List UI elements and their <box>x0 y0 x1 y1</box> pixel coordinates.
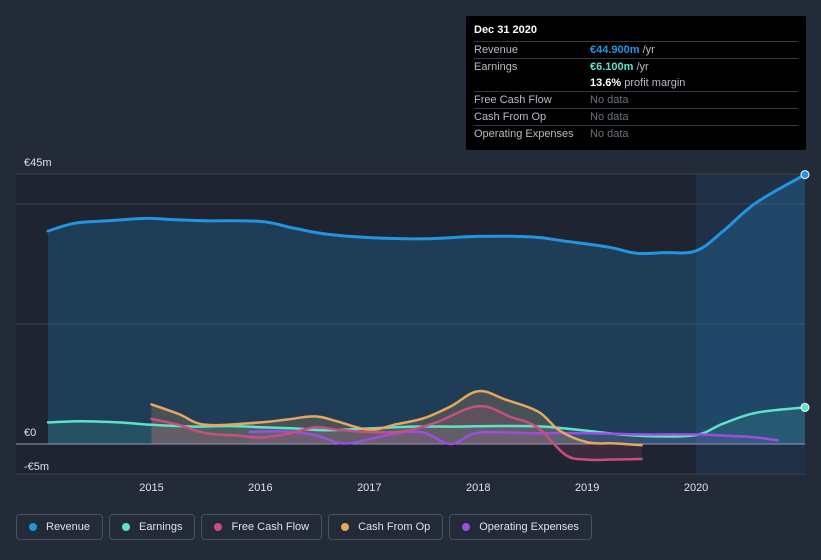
cfo-line <box>150 389 643 447</box>
tooltip-earnings-label: Earnings <box>474 61 518 73</box>
y-tick-label: €45m <box>24 157 52 169</box>
revenue-area <box>48 174 805 444</box>
tooltip-revenue-unit: /yr <box>642 44 655 56</box>
tooltip-earnings-unit: /yr <box>636 61 649 73</box>
tooltip-row-fcf: Free Cash Flow No data <box>474 91 798 108</box>
chart-canvas: €45m €0 -€5m 2015 2016 2017 2018 2019 2020 <box>16 157 810 494</box>
legend-revenue-label: Revenue <box>46 521 91 533</box>
x-tick-label: 2016 <box>248 482 272 494</box>
tooltip-cfo-label: Cash From Op <box>474 111 547 123</box>
tooltip-cfo-value: No data <box>590 111 629 123</box>
gridlines <box>16 173 805 475</box>
tooltip-fcf-label: Free Cash Flow <box>474 94 552 106</box>
x-tick-label: 2015 <box>139 482 163 494</box>
earnings-end-marker <box>800 402 810 412</box>
legend-cfo[interactable]: Cash From Op <box>328 514 444 540</box>
tooltip-opex-value: No data <box>590 128 629 140</box>
revenue-end-marker <box>800 170 810 180</box>
tooltip-row-cfo: Cash From Op No data <box>474 108 798 125</box>
tooltip-earnings-value: €6.100m <box>590 61 634 73</box>
revenue-dot-icon <box>29 523 37 531</box>
end-markers <box>800 170 810 412</box>
tooltip-revenue-label: Revenue <box>474 44 519 56</box>
tooltip: Dec 31 2020 Revenue €44.900m /yr Earning… <box>466 16 806 150</box>
y-tick-label: -€5m <box>24 461 49 473</box>
legend-cfo-label: Cash From Op <box>358 521 431 533</box>
revenue-line <box>46 173 807 256</box>
tooltip-fcf-value: No data <box>590 94 629 106</box>
legend-opex-label: Operating Expenses <box>479 521 579 533</box>
tooltip-row-earnings: Earnings €6.100m /yr <box>474 58 798 75</box>
tooltip-row-margin: 13.6% profit margin <box>474 75 798 91</box>
fcf-dot-icon <box>214 523 223 531</box>
tooltip-margin-text: profit margin <box>624 77 686 89</box>
tooltip-margin-value: 13.6% <box>590 77 622 89</box>
x-tick-label: 2018 <box>466 482 490 494</box>
legend-earnings-label: Earnings <box>139 521 183 533</box>
legend: Revenue Earnings Free Cash Flow Cash Fro… <box>16 514 592 540</box>
series-lines <box>46 173 807 462</box>
earnings-dot-icon <box>122 523 131 531</box>
legend-fcf[interactable]: Free Cash Flow <box>201 514 323 540</box>
tooltip-row-opex: Operating Expenses No data <box>474 125 798 142</box>
tooltip-opex-label: Operating Expenses <box>474 128 574 140</box>
x-tick-label: 2019 <box>575 482 599 494</box>
y-axis: €45m €0 -€5m <box>24 157 52 473</box>
legend-opex[interactable]: Operating Expenses <box>449 514 592 540</box>
opex-dot-icon <box>462 523 471 531</box>
x-axis: 2015 2016 2017 2018 2019 2020 <box>139 482 708 494</box>
opex-line <box>248 430 780 446</box>
legend-earnings[interactable]: Earnings <box>109 514 196 540</box>
legend-fcf-label: Free Cash Flow <box>231 521 310 533</box>
tooltip-row-revenue: Revenue €44.900m /yr <box>474 41 798 58</box>
x-tick-label: 2017 <box>357 482 381 494</box>
fcf-line <box>150 404 643 462</box>
cfo-dot-icon <box>341 523 350 531</box>
tooltip-revenue-value: €44.900m <box>590 44 640 56</box>
x-tick-label: 2020 <box>684 482 708 494</box>
y-tick-label: €0 <box>24 427 36 439</box>
legend-revenue[interactable]: Revenue <box>16 514 104 540</box>
tooltip-date: Dec 31 2020 <box>474 24 537 36</box>
earnings-line <box>46 406 807 438</box>
